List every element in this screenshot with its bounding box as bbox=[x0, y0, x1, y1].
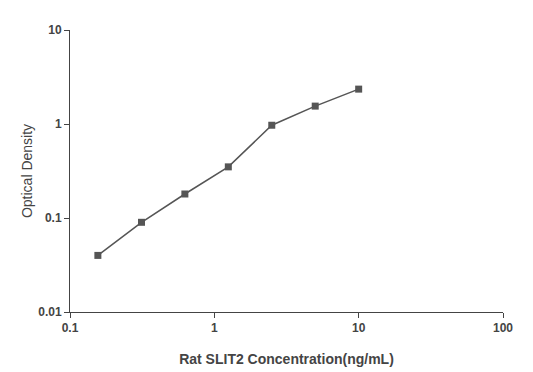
svg-text:0.1: 0.1 bbox=[45, 211, 62, 225]
svg-text:100: 100 bbox=[493, 321, 513, 335]
svg-text:1: 1 bbox=[55, 117, 62, 131]
svg-text:0.01: 0.01 bbox=[38, 305, 62, 319]
svg-text:10: 10 bbox=[352, 321, 366, 335]
svg-text:1: 1 bbox=[211, 321, 218, 335]
svg-text:0.1: 0.1 bbox=[62, 321, 79, 335]
svg-text:Optical Density: Optical Density bbox=[19, 124, 35, 218]
svg-text:10: 10 bbox=[48, 23, 62, 37]
svg-text:Rat SLIT2 Concentration(ng/mL): Rat SLIT2 Concentration(ng/mL) bbox=[179, 351, 394, 367]
